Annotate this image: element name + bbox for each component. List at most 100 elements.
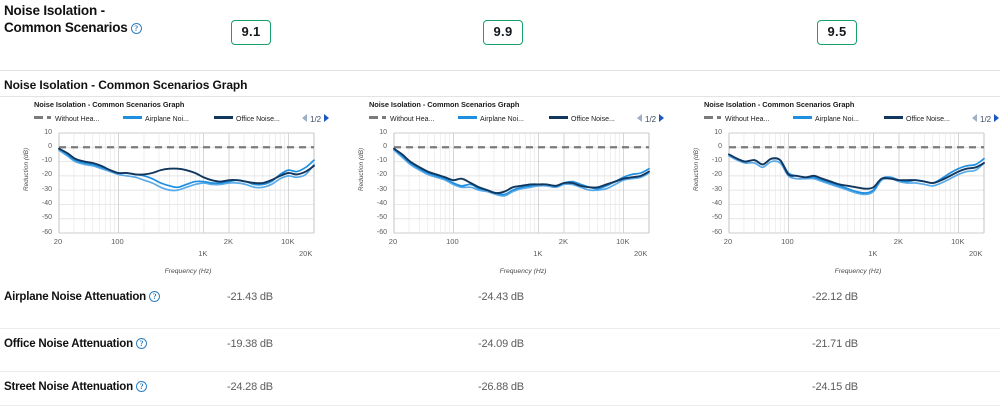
section-title: Noise Isolation - Common Scenarios Graph [4,78,248,92]
y-axis-tick: -10 [41,157,52,165]
row-value: -24.28 dB [227,381,273,393]
legend-item-airplane-noise[interactable]: Airplane Noi... [123,113,189,126]
x-axis-tick: 10K [951,237,965,246]
legend-item-office-noise[interactable]: Office Noise... [549,113,615,126]
legend-item-office-noise[interactable]: Office Noise... [884,113,950,126]
y-axis-tick: -30 [711,185,722,193]
page-title-text: Noise Isolation - Common Scenarios [4,3,128,35]
legend-pager: 1/2 [972,113,1000,126]
legend-item-office-noise[interactable]: Office Noise... [214,113,280,126]
chevron-right-icon[interactable] [994,114,1000,122]
chart-caption: Noise Isolation - Common Scenarios Graph [34,100,185,109]
question-mark-circle-icon[interactable]: ? [135,338,147,349]
legend-label: Airplane Noi... [145,116,189,123]
y-axis-tick: -60 [41,228,52,236]
y-axis-tick: -50 [376,214,387,222]
row-label: Office Noise Attenuation? [4,337,219,351]
legend-item-without-headphones[interactable]: Without Hea... [34,113,99,126]
plot-svg-panel-2 [393,132,650,239]
legend-label: Office Noise... [906,116,950,123]
x-axis-tick: 2K [223,237,233,246]
plot-area: Reduction (dB) Frequency (Hz) 10 0 -10 -20-… [693,128,1000,283]
y-axis-tick: -40 [376,199,387,207]
x-axis-tick: 1K [868,249,878,258]
status-badge: 9.9 [483,20,523,45]
chevron-left-icon[interactable] [302,114,307,122]
legend-pager: 1/2 [302,113,330,126]
question-mark-circle-icon[interactable]: ? [130,23,142,34]
chevron-left-icon[interactable] [637,114,642,122]
y-axis-tick: 0 [48,142,52,150]
chart-legend: Without Hea... Airplane Noi... Office No… [369,113,679,126]
pager-count: 1/2 [980,115,992,124]
question-mark-circle-icon[interactable]: ? [135,381,147,392]
legend-swatch-solid-icon [214,116,233,119]
y-axis-tick: -30 [41,185,52,193]
legend-label: Office Noise... [236,116,280,123]
status-badge: 9.5 [817,20,857,45]
y-axis-tick: -40 [711,199,722,207]
y-axis-tick: -60 [376,228,387,236]
legend-label: Without Hea... [725,116,770,123]
table-row: Street Noise Attenuation? -24.28 dB -26.… [0,373,1000,407]
x-axis-tick: 100 [111,237,124,246]
row-value: -22.12 dB [812,291,858,303]
pager-count: 1/2 [645,115,657,124]
plot-area: Reduction (dB) Frequency (Hz) 10 0 -10 -20-… [358,128,683,283]
x-axis-tick: 100 [781,237,794,246]
chart-caption: Noise Isolation - Common Scenarios Graph [704,100,855,109]
y-axis-tick: -10 [376,157,387,165]
y-axis-tick: -50 [41,214,52,222]
legend-item-without-headphones[interactable]: Without Hea... [369,113,434,126]
chevron-right-icon[interactable] [659,114,665,122]
chevron-left-icon[interactable] [972,114,977,122]
y-axis-tick: -10 [711,157,722,165]
question-mark-circle-icon[interactable]: ? [148,291,160,302]
header-row: Noise Isolation - Common Scenarios? 9.1 … [0,0,1000,71]
legend-label: Airplane Noi... [480,116,524,123]
legend-item-without-headphones[interactable]: Without Hea... [704,113,769,126]
legend-label: Airplane Noi... [815,116,859,123]
y-axis-tick: 10 [714,128,722,136]
y-axis-tick: -30 [376,185,387,193]
legend-pager: 1/2 [637,113,665,126]
row-label: Street Noise Attenuation? [4,380,219,394]
divider [0,328,1000,329]
x-axis-tick: 10K [281,237,295,246]
row-value: -24.09 dB [478,338,524,350]
x-axis-label: Frequency (Hz) [164,268,212,275]
y-axis-tick: -20 [376,171,387,179]
y-axis-tick: 0 [383,142,387,150]
plot-svg-panel-1 [58,132,315,239]
row-value: -19.38 dB [227,338,273,350]
row-label-text: Office Noise Attenuation [4,338,133,350]
legend-item-airplane-noise[interactable]: Airplane Noi... [793,113,859,126]
row-label: Airplane Noise Attenuation? [4,290,219,304]
legend-label: Office Noise... [571,116,615,123]
legend-swatch-dashed-icon [34,116,52,119]
table-row: Office Noise Attenuation? -19.38 dB -24.… [0,330,1000,377]
row-label-text: Airplane Noise Attenuation [4,291,146,303]
x-axis-tick: 100 [446,237,459,246]
x-axis-label: Frequency (Hz) [499,268,547,275]
chevron-right-icon[interactable] [324,114,330,122]
legend-item-airplane-noise[interactable]: Airplane Noi... [458,113,524,126]
status-badge: 9.1 [231,20,271,45]
x-axis-tick: 20K [634,249,648,258]
row-label-text: Street Noise Attenuation [4,381,133,393]
chart-cell: Noise Isolation - Common Scenarios Graph… [693,100,1000,283]
legend-swatch-dashed-icon [704,116,722,119]
y-axis-tick: 0 [718,142,722,150]
legend-swatch-solid-icon [549,116,568,119]
chart-cell: Noise Isolation - Common Scenarios Graph… [23,100,348,282]
x-axis-tick: 1K [198,249,208,258]
row-value: -21.71 dB [812,338,858,350]
y-axis-tick: -50 [711,214,722,222]
plot-svg-panel-3 [728,132,985,239]
x-axis-tick: 2K [558,237,568,246]
pager-count: 1/2 [310,115,322,124]
y-axis-tick: -60 [711,228,722,236]
legend-swatch-dashed-icon [369,116,387,119]
chart-caption: Noise Isolation - Common Scenarios Graph [369,100,520,109]
